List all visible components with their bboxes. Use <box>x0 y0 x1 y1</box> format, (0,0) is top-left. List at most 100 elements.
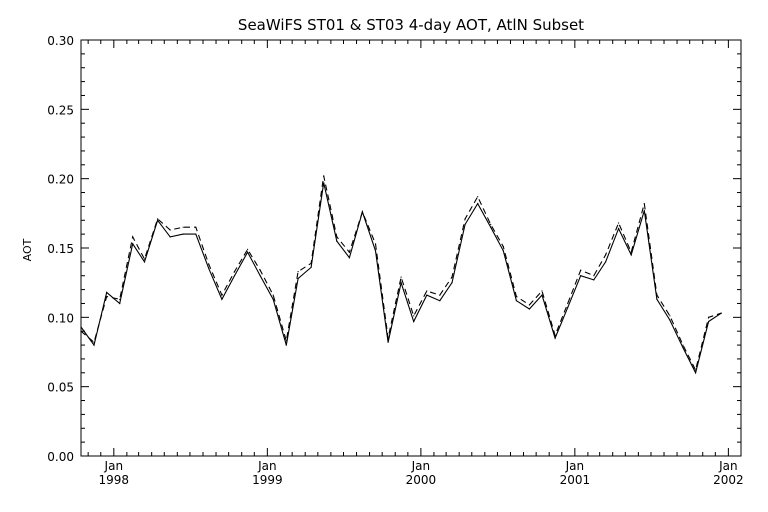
series-1-point <box>106 295 108 298</box>
x-tick-month: Jan <box>718 459 738 473</box>
series-0-point <box>580 275 582 277</box>
x-tick-month: Jan <box>104 459 124 473</box>
series-1-point <box>132 236 134 238</box>
series-1-point <box>439 294 441 296</box>
y-tick-label: 0.00 <box>47 450 74 464</box>
series-0-point <box>593 279 595 281</box>
series-1-point <box>323 175 325 177</box>
y-tick-label: 0.05 <box>47 381 74 395</box>
series-1-point <box>656 294 658 296</box>
series-1-point <box>93 341 95 343</box>
series-1-point <box>310 262 312 264</box>
series-0-point <box>272 298 274 300</box>
series-1-point <box>400 276 402 278</box>
series-0-point <box>643 210 645 212</box>
series-0-point <box>541 294 543 296</box>
series-1-point <box>593 275 595 277</box>
series-1-point <box>361 211 363 213</box>
series-1-point <box>119 298 121 300</box>
x-tick-year: 2000 <box>406 473 437 487</box>
series-0-point <box>618 228 620 230</box>
series-1-point <box>643 203 645 205</box>
series-1-point <box>695 369 697 371</box>
y-axis: 0.00 0.05 0.10 0.15 0.20 0.25 0.30 <box>47 34 741 464</box>
series-1-point <box>669 315 671 317</box>
series-1-point <box>464 218 466 220</box>
series-0-point <box>374 250 377 252</box>
series-1-point <box>502 246 504 248</box>
series-1-point <box>567 302 569 305</box>
series-1-point <box>605 254 607 256</box>
x-tick-month: Jan <box>565 459 585 473</box>
y-axis-label: AOT <box>21 238 34 261</box>
series-0-point <box>157 219 159 221</box>
series-0-point <box>259 275 261 277</box>
series-0-point <box>387 341 389 343</box>
series-1-point <box>195 226 197 228</box>
series-1-point <box>285 340 287 342</box>
series-0-point <box>669 319 671 321</box>
x-tick-month: Jan <box>411 459 431 473</box>
series-1-point <box>630 251 632 253</box>
series-1-point <box>157 218 159 220</box>
series-0-point <box>285 344 287 346</box>
series-line-solid <box>80 182 722 375</box>
x-tick-year: 2002 <box>713 473 744 487</box>
series-layer <box>80 175 722 375</box>
series-1-point <box>143 258 146 260</box>
series-1-point <box>580 269 582 271</box>
series-1-point <box>618 222 620 224</box>
series-0-point <box>93 344 95 346</box>
series-1-point <box>259 269 261 271</box>
series-1-point <box>169 229 171 231</box>
series-0-point <box>182 233 184 235</box>
series-0-point <box>310 266 312 268</box>
series-line-dashed <box>80 175 722 372</box>
series-0-point <box>348 257 350 259</box>
series-1-point <box>708 316 710 318</box>
series-1-point <box>554 334 556 336</box>
series-0-point <box>708 320 710 323</box>
y-tick-label: 0.10 <box>47 311 74 325</box>
series-1-point <box>720 312 722 314</box>
y-tick-label: 0.30 <box>47 34 74 48</box>
series-0-point <box>490 226 492 228</box>
series-1-point <box>426 290 428 292</box>
series-0-point <box>451 282 453 284</box>
series-1-point <box>528 304 531 306</box>
series-0-point <box>515 300 518 302</box>
series-0-point <box>195 233 197 235</box>
series-0-point <box>80 326 82 328</box>
series-1-point <box>490 223 492 225</box>
series-1-point <box>374 243 377 245</box>
series-0-point <box>297 277 299 280</box>
series-0-point <box>630 254 632 256</box>
plot-frame <box>80 39 742 457</box>
chart-title: SeaWiFS ST01 & ST03 4-day AOT, AtlN Subs… <box>238 16 584 34</box>
series-0-point <box>502 250 504 252</box>
series-1-point <box>387 337 389 339</box>
series-1-point <box>451 276 453 278</box>
series-0-point <box>464 223 466 225</box>
series-0-point <box>323 182 325 184</box>
x-tick-year: 1999 <box>252 473 283 487</box>
y-tick-label: 0.25 <box>47 103 74 117</box>
series-1-point <box>541 290 543 292</box>
series-1-point <box>80 330 82 332</box>
series-0-point <box>400 282 402 284</box>
series-0-point <box>106 291 108 293</box>
series-0-point <box>605 261 607 263</box>
series-0-point <box>247 251 249 253</box>
y-tick-label: 0.20 <box>47 173 74 187</box>
series-0-point <box>554 337 556 339</box>
series-0-point <box>336 240 338 242</box>
series-1-point <box>208 264 210 266</box>
series-1-point <box>182 226 184 228</box>
series-1-point <box>233 271 236 273</box>
series-1-point <box>413 315 415 317</box>
series-0-point <box>119 302 121 305</box>
series-0-point <box>221 298 223 300</box>
series-0-point <box>682 347 684 349</box>
